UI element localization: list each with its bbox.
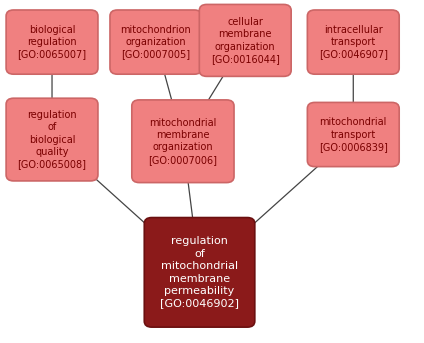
Text: mitochondrial
membrane
organization
[GO:0007006]: mitochondrial membrane organization [GO:… — [148, 118, 218, 165]
FancyBboxPatch shape — [307, 10, 399, 74]
FancyBboxPatch shape — [199, 4, 291, 76]
FancyBboxPatch shape — [144, 217, 255, 327]
Text: intracellular
transport
[GO:0046907]: intracellular transport [GO:0046907] — [319, 25, 388, 59]
FancyBboxPatch shape — [6, 10, 98, 74]
FancyBboxPatch shape — [307, 103, 399, 167]
Text: regulation
of
biological
quality
[GO:0065008]: regulation of biological quality [GO:006… — [17, 110, 86, 169]
Text: cellular
membrane
organization
[GO:0016044]: cellular membrane organization [GO:00160… — [211, 17, 280, 64]
Text: mitochondrion
organization
[GO:0007005]: mitochondrion organization [GO:0007005] — [120, 25, 191, 59]
FancyBboxPatch shape — [132, 100, 234, 182]
FancyBboxPatch shape — [6, 98, 98, 181]
Text: mitochondrial
transport
[GO:0006839]: mitochondrial transport [GO:0006839] — [319, 117, 388, 152]
Text: regulation
of
mitochondrial
membrane
permeability
[GO:0046902]: regulation of mitochondrial membrane per… — [160, 236, 239, 308]
FancyBboxPatch shape — [110, 10, 202, 74]
Text: biological
regulation
[GO:0065007]: biological regulation [GO:0065007] — [17, 25, 86, 59]
